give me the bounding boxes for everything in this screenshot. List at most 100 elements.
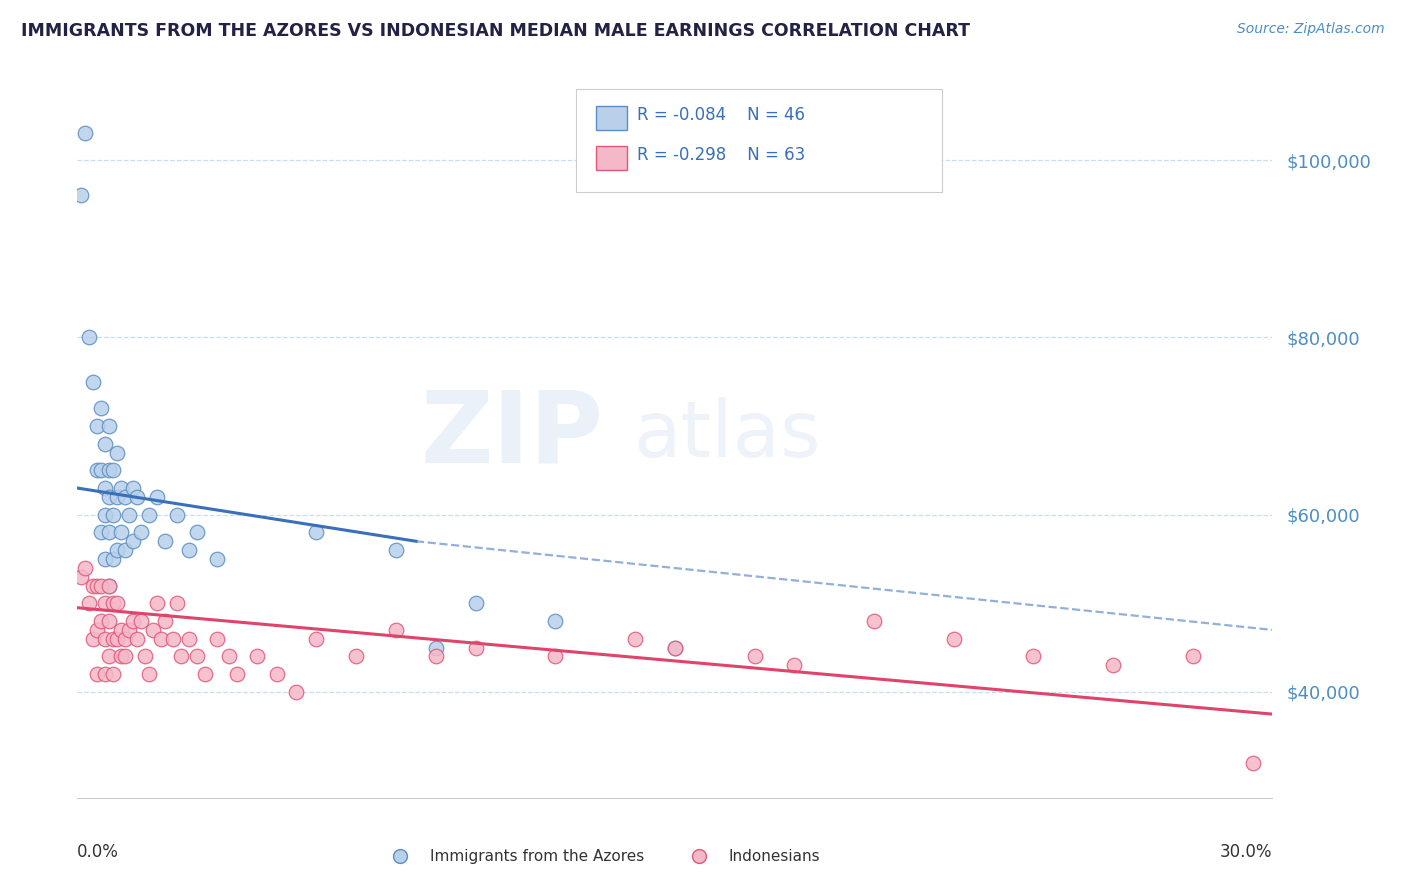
Point: [153, 534, 176, 549]
Text: 30.0%: 30.0%: [1220, 843, 1272, 861]
Text: atlas: atlas: [633, 397, 821, 473]
Text: 0.0%: 0.0%: [77, 843, 120, 861]
Point: [129, 614, 152, 628]
Point: [82, 578, 104, 592]
Point: [122, 534, 145, 549]
Point: [90, 401, 112, 416]
Point: [118, 623, 141, 637]
Point: [98, 578, 121, 592]
Point: [98, 614, 121, 628]
Point: [744, 649, 766, 664]
Point: [79, 596, 101, 610]
Point: [127, 490, 149, 504]
Point: [105, 632, 128, 646]
Point: [464, 640, 486, 655]
Point: [103, 508, 124, 522]
Point: [1022, 649, 1045, 664]
Point: [90, 578, 112, 592]
Point: [166, 508, 188, 522]
Point: [103, 667, 124, 681]
Point: [94, 632, 117, 646]
Point: [118, 508, 141, 522]
Point: [942, 632, 965, 646]
Point: [75, 127, 97, 141]
Point: [105, 543, 128, 558]
Point: [98, 419, 121, 434]
Point: [90, 614, 112, 628]
Text: IMMIGRANTS FROM THE AZORES VS INDONESIAN MEDIAN MALE EARNINGS CORRELATION CHART: IMMIGRANTS FROM THE AZORES VS INDONESIAN…: [21, 22, 970, 40]
Point: [86, 667, 108, 681]
Point: [153, 614, 176, 628]
Point: [1241, 756, 1264, 770]
Point: [344, 649, 367, 664]
Point: [385, 623, 408, 637]
Point: [170, 649, 193, 664]
Point: [70, 570, 93, 584]
Point: [86, 578, 108, 592]
Point: [544, 649, 567, 664]
Point: [114, 632, 136, 646]
Point: [464, 596, 486, 610]
Point: [186, 525, 208, 540]
Point: [105, 596, 128, 610]
Point: [863, 614, 886, 628]
Point: [90, 463, 112, 477]
Point: [94, 436, 117, 450]
Point: [425, 640, 447, 655]
Point: [105, 445, 128, 459]
Point: [162, 632, 184, 646]
Point: [94, 552, 117, 566]
Point: [103, 463, 124, 477]
Point: [114, 649, 136, 664]
Point: [266, 667, 288, 681]
Point: [98, 490, 121, 504]
Point: [82, 375, 104, 389]
Point: [110, 649, 132, 664]
Point: [138, 508, 160, 522]
Point: [425, 649, 447, 664]
Point: [146, 596, 169, 610]
Point: [114, 543, 136, 558]
Point: [664, 640, 686, 655]
Point: [1181, 649, 1204, 664]
Text: R = -0.084    N = 46: R = -0.084 N = 46: [637, 106, 804, 124]
Text: Indonesians: Indonesians: [728, 849, 820, 864]
Point: [122, 481, 145, 495]
Point: [105, 490, 128, 504]
Point: [94, 667, 117, 681]
Point: [305, 525, 328, 540]
Text: Source: ZipAtlas.com: Source: ZipAtlas.com: [1237, 22, 1385, 37]
Point: [246, 649, 269, 664]
Point: [86, 623, 108, 637]
Point: [385, 543, 408, 558]
Point: [194, 667, 217, 681]
Text: ZIP: ZIP: [420, 386, 603, 483]
Point: [186, 649, 208, 664]
Point: [225, 667, 247, 681]
Point: [79, 330, 101, 344]
Point: [103, 632, 124, 646]
Point: [94, 481, 117, 495]
Point: [94, 596, 117, 610]
Point: [150, 632, 173, 646]
Point: [110, 623, 132, 637]
Point: [114, 490, 136, 504]
Point: [1102, 658, 1125, 673]
Point: [205, 632, 228, 646]
Point: [142, 623, 165, 637]
Point: [98, 578, 121, 592]
Point: [90, 525, 112, 540]
Text: R = -0.298    N = 63: R = -0.298 N = 63: [637, 146, 806, 164]
Point: [166, 596, 188, 610]
Point: [94, 508, 117, 522]
Point: [783, 658, 806, 673]
Text: Immigrants from the Azores: Immigrants from the Azores: [430, 849, 644, 864]
Point: [127, 632, 149, 646]
Point: [624, 632, 647, 646]
Point: [177, 543, 200, 558]
Point: [138, 667, 160, 681]
Point: [103, 596, 124, 610]
Point: [305, 632, 328, 646]
Point: [285, 685, 308, 699]
Point: [98, 649, 121, 664]
